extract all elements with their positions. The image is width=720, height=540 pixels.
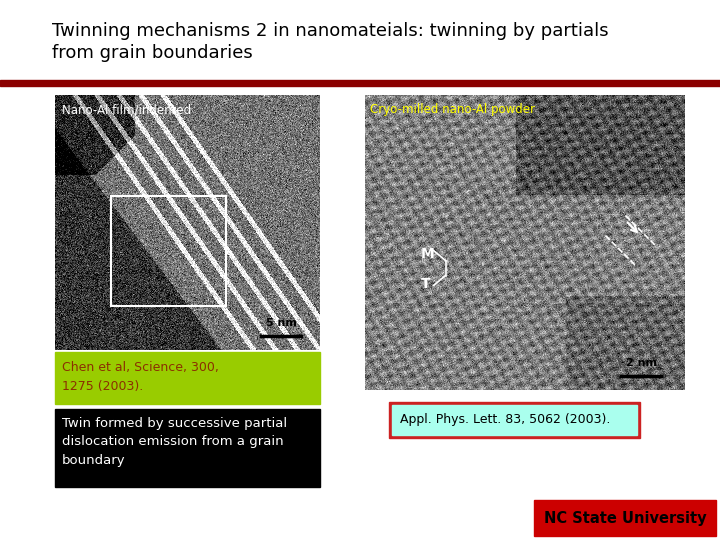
Text: Nano-Al film/indented: Nano-Al film/indented	[61, 104, 191, 117]
Text: T: T	[420, 276, 430, 291]
Bar	[55, 409, 320, 487]
Text: Chen et al, Science, 300,
1275 (2003).: Chen et al, Science, 300, 1275 (2003).	[62, 361, 219, 393]
Text: from grain boundaries: from grain boundaries	[52, 44, 253, 62]
Bar	[0, 80, 720, 86]
Text: Twin formed by successive partial
dislocation emission from a grain
boundary: Twin formed by successive partial disloc…	[62, 417, 287, 467]
Text: NC State University: NC State University	[544, 510, 706, 525]
Text: Appl. Phys. Lett. 83, 5062 (2003).: Appl. Phys. Lett. 83, 5062 (2003).	[400, 414, 611, 427]
Bar	[392, 405, 637, 435]
Bar	[55, 352, 320, 404]
Bar	[110, 195, 225, 306]
Text: M: M	[420, 246, 434, 260]
Text: Twinning mechanisms 2 in nanomateials: twinning by partials: Twinning mechanisms 2 in nanomateials: t…	[52, 22, 608, 40]
Bar	[534, 500, 716, 536]
Text: 5 nm: 5 nm	[266, 318, 297, 327]
Text: 2 nm: 2 nm	[626, 357, 657, 368]
Bar	[389, 402, 640, 438]
Text: Cryo-milled nano-Al powder: Cryo-milled nano-Al powder	[371, 104, 536, 117]
